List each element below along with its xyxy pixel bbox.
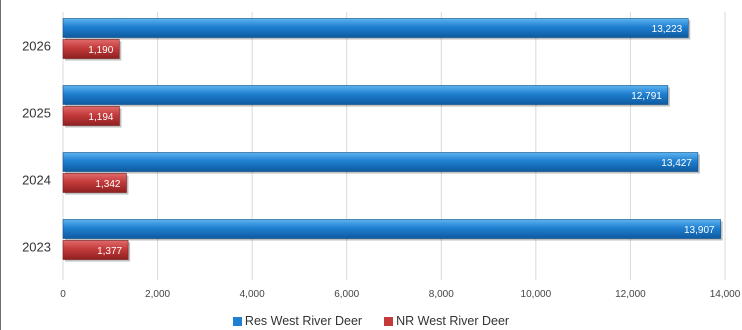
x-tick-label-2000: 2,000 <box>145 289 170 300</box>
x-tick-label-12000: 12,000 <box>615 289 646 300</box>
x-tick-label-8000: 8,000 <box>429 289 454 300</box>
bar-nr-2024 <box>62 173 127 193</box>
legend-item-nr-west-river-deer: NR West River Deer <box>384 314 509 328</box>
data-label-res-2026: 13,223 <box>652 24 683 35</box>
bar-nr-2025 <box>62 106 120 126</box>
legend-swatch-res <box>232 316 242 326</box>
legend-label-nr: NR West River Deer <box>396 314 510 328</box>
data-label-res-2024: 13,427 <box>661 158 692 169</box>
data-label-nr-2026: 1,190 <box>88 45 113 56</box>
bar-nr-2023 <box>62 240 129 260</box>
x-tick-label-10000: 10,000 <box>521 289 552 300</box>
gridlines <box>62 12 726 280</box>
data-label-res-2025: 12,791 <box>631 91 662 102</box>
data-label-nr-2025: 1,194 <box>88 112 113 123</box>
category-label-2024: 2024 <box>22 173 51 188</box>
legend-item-res-west-river-deer: Res West River Deer <box>232 314 363 328</box>
bar-res-2025 <box>62 85 669 105</box>
bar-res-2024 <box>62 152 699 172</box>
bar-res-2023 <box>62 219 721 239</box>
x-tick-label-4000: 4,000 <box>240 289 265 300</box>
bars <box>62 18 723 262</box>
bar-res-2026 <box>62 18 689 38</box>
bar-chart: 0 2,000 4,000 6,000 8,000 10,000 12,000 14,000 2… <box>22 12 741 300</box>
category-label-2026: 2026 <box>22 39 51 54</box>
x-tick-label-6000: 6,000 <box>334 289 359 300</box>
category-label-2023: 2023 <box>22 240 51 255</box>
data-label-nr-2024: 1,342 <box>95 179 120 190</box>
legend: Res West River Deer NR West River Deer <box>0 312 742 330</box>
x-tick-label-14000: 14,000 <box>710 289 741 300</box>
category-label-2025: 2025 <box>22 106 51 121</box>
bar-nr-2026 <box>62 39 120 59</box>
labels: 0 2,000 4,000 6,000 8,000 10,000 12,000 14,000 2… <box>22 24 741 300</box>
legend-swatch-nr <box>384 316 394 326</box>
legend-label-res: Res West River Deer <box>244 314 363 328</box>
data-label-nr-2023: 1,377 <box>97 246 122 257</box>
x-tick-label-0: 0 <box>60 289 66 300</box>
data-label-res-2023: 13,907 <box>684 225 715 236</box>
